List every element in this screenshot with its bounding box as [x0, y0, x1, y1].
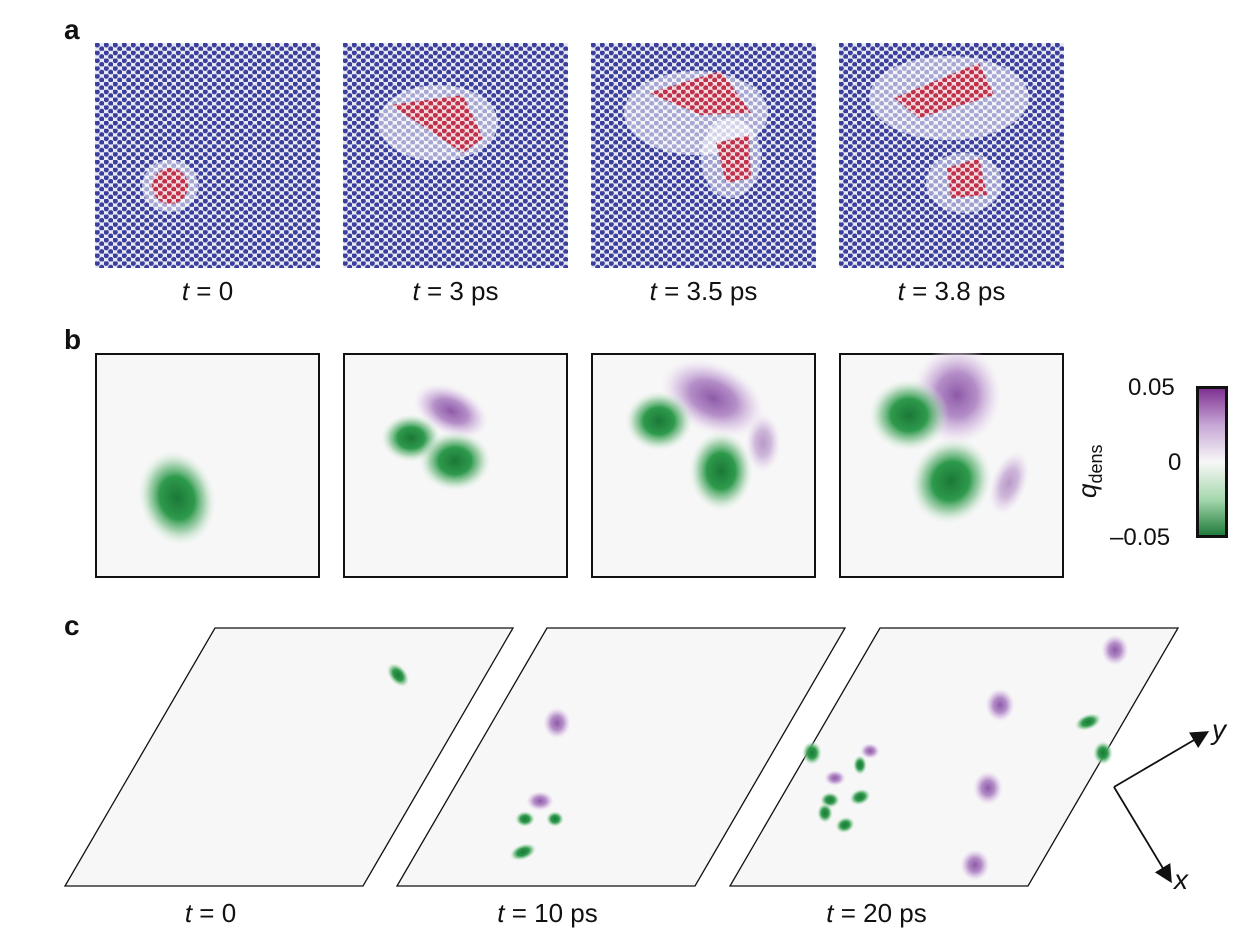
- colorbar-tick-min: –0.05: [1110, 524, 1171, 551]
- supercell-frame-1: [63, 627, 515, 887]
- density-frame-2: [343, 353, 568, 578]
- supercell-row: [60, 625, 1190, 890]
- colorbar-tick-max: 0.05: [1128, 374, 1175, 401]
- density-frame-4: [839, 353, 1064, 578]
- caption-c-3: t = 20 ps: [826, 898, 927, 928]
- density-frame-1: [95, 353, 320, 578]
- supercell-frame-2: [395, 627, 847, 887]
- lattice-frame-2: [343, 43, 568, 268]
- panel-label-b: b: [64, 324, 82, 355]
- axis-label-y: y: [1212, 714, 1226, 745]
- supercell-frame-3: [728, 627, 1180, 887]
- axes-indicator: [1108, 725, 1218, 890]
- caption-a-1: t = 0: [181, 276, 234, 306]
- colorbar: [1196, 386, 1228, 538]
- lattice-frame-3: [591, 43, 816, 268]
- caption-a-3: t = 3.5 ps: [649, 276, 758, 306]
- x-axis-arrow: [1113, 786, 1172, 884]
- caption-c-2: t = 10 ps: [497, 898, 598, 928]
- caption-a-2: t = 3 ps: [412, 276, 499, 306]
- caption-a-4: t = 3.8 ps: [897, 276, 1006, 306]
- panel-label-a: a: [64, 14, 80, 45]
- caption-c-1: t = 0: [184, 898, 237, 928]
- y-axis-arrow: [1113, 731, 1210, 788]
- lattice-frame-4: [839, 43, 1064, 268]
- axis-label-x: x: [1174, 864, 1188, 895]
- colorbar-title: qdens: [1072, 444, 1107, 498]
- lattice-frame-1: [95, 43, 320, 268]
- colorbar-tick-zero: 0: [1168, 449, 1182, 476]
- density-frame-3: [591, 353, 816, 578]
- panel-label-c: c: [64, 610, 80, 641]
